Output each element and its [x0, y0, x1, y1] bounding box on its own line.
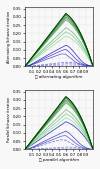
Y-axis label: Parallel Schwarz iteration: Parallel Schwarz iteration: [7, 97, 11, 142]
X-axis label: Ⓐ alternating algorithm: Ⓐ alternating algorithm: [35, 75, 83, 79]
X-axis label: Ⓐ parallel algorithm: Ⓐ parallel algorithm: [39, 158, 79, 162]
Y-axis label: Alternating Schwarz iteration: Alternating Schwarz iteration: [7, 10, 11, 63]
